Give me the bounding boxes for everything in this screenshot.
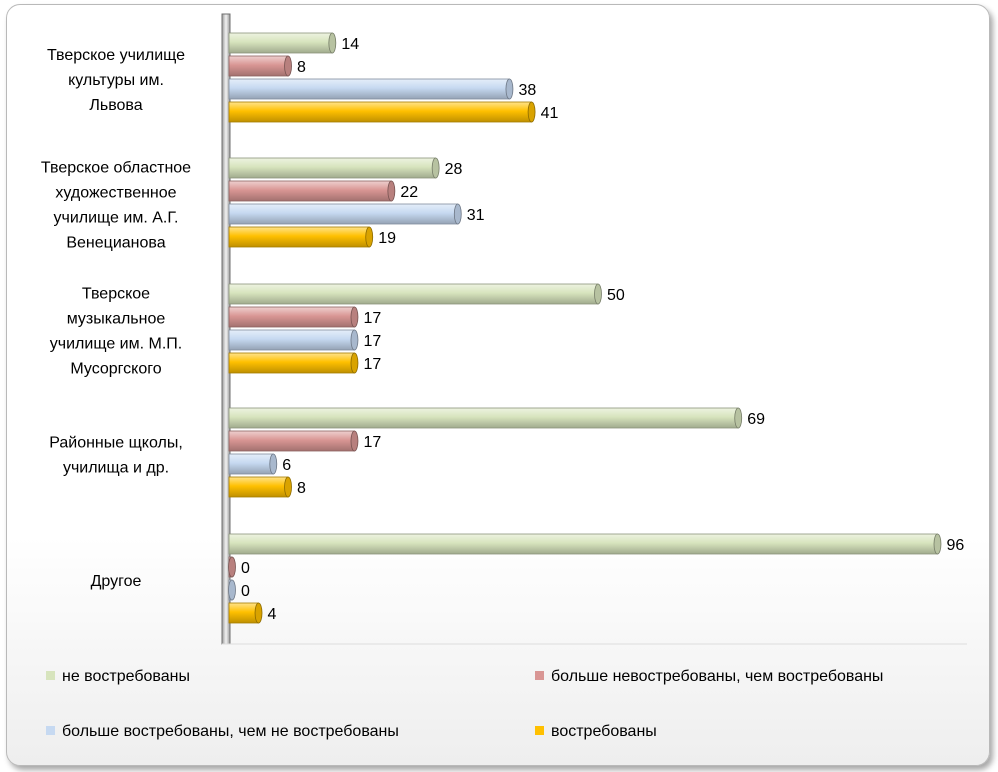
bar-cap-2-series-2 bbox=[387, 180, 396, 202]
data-label: 17 bbox=[363, 310, 381, 327]
bar-2-series-1 bbox=[228, 157, 437, 179]
bar-cap-3-series-3 bbox=[350, 329, 359, 351]
legend-label: больше невостребованы, чем востребованы bbox=[551, 668, 883, 685]
data-label: 8 bbox=[297, 480, 306, 497]
bar-3-series-2 bbox=[228, 306, 355, 328]
legend-item: больше невостребованы, чем востребованы bbox=[535, 668, 883, 685]
data-label: 8 bbox=[297, 59, 306, 76]
category-label: Тверское училище культуры им. Львова bbox=[47, 47, 185, 114]
data-label: 28 bbox=[445, 161, 463, 178]
category-label: Районные щколы, училища и др. bbox=[49, 435, 183, 477]
data-label: 19 bbox=[378, 230, 396, 247]
category-label: Другое bbox=[91, 573, 142, 590]
bar-cap-5-series-1 bbox=[933, 533, 942, 555]
bar-cap-5-series-4 bbox=[254, 602, 263, 624]
legend-label: больше востребованы, чем не востребованы bbox=[62, 723, 399, 740]
legend-label: востребованы bbox=[551, 723, 657, 740]
bar-3-series-4 bbox=[228, 352, 355, 374]
data-label: 0 bbox=[241, 583, 250, 600]
data-label: 50 bbox=[607, 287, 625, 304]
data-label: 38 bbox=[518, 82, 536, 99]
bar-cap-5-series-3 bbox=[228, 579, 236, 601]
legend-label: не востребованы bbox=[62, 668, 190, 685]
data-label: 4 bbox=[268, 606, 277, 623]
bar-3-series-3 bbox=[228, 329, 355, 351]
legend-swatch bbox=[535, 671, 544, 680]
bar-cap-3-series-2 bbox=[350, 306, 359, 328]
data-label: 17 bbox=[363, 434, 381, 451]
data-label: 22 bbox=[400, 184, 418, 201]
legend-item: больше востребованы, чем не востребованы bbox=[46, 723, 399, 740]
data-label: 17 bbox=[363, 333, 381, 350]
bar-1-series-3 bbox=[228, 78, 510, 100]
data-label: 69 bbox=[747, 411, 765, 428]
data-label: 17 bbox=[363, 356, 381, 373]
bar-cap-4-series-1 bbox=[734, 407, 743, 429]
bar-cap-4-series-2 bbox=[350, 430, 359, 452]
bar-cap-2-series-4 bbox=[365, 226, 374, 248]
legend-item: не востребованы bbox=[46, 668, 190, 685]
bar-1-series-2 bbox=[228, 55, 289, 77]
legend-swatch bbox=[535, 726, 544, 735]
data-label: 0 bbox=[241, 560, 250, 577]
category-label: Тверское музыкальное училище им. М.П. Мусор… bbox=[50, 286, 182, 378]
bar-cap-1-series-1 bbox=[328, 32, 337, 54]
bar-cap-2-series-3 bbox=[453, 203, 462, 225]
bar-cap-4-series-3 bbox=[269, 453, 278, 475]
bar-5-series-1 bbox=[228, 533, 938, 555]
data-label: 96 bbox=[946, 537, 964, 554]
bar-cap-1-series-2 bbox=[284, 55, 292, 77]
data-label: 14 bbox=[341, 36, 359, 53]
bar-cap-5-series-2 bbox=[228, 556, 236, 578]
bar-cap-2-series-1 bbox=[431, 157, 440, 179]
bar-2-series-2 bbox=[228, 180, 392, 202]
category-label: Тверское областное художественное училище … bbox=[41, 160, 191, 252]
data-label: 31 bbox=[467, 207, 485, 224]
bar-cap-3-series-4 bbox=[350, 352, 359, 374]
bar-4-series-1 bbox=[228, 407, 739, 429]
legend-swatch bbox=[46, 671, 55, 680]
bar-2-series-3 bbox=[228, 203, 459, 225]
bar-cap-1-series-3 bbox=[505, 78, 514, 100]
chart-frame bbox=[6, 4, 990, 766]
bar-5-series-4 bbox=[228, 602, 259, 624]
bar-1-series-1 bbox=[228, 32, 333, 54]
bar-3-series-1 bbox=[228, 283, 599, 305]
bar-cap-4-series-4 bbox=[284, 476, 292, 498]
bar-4-series-2 bbox=[228, 430, 355, 452]
legend-item: востребованы bbox=[535, 723, 657, 740]
bar-4-series-4 bbox=[228, 476, 289, 498]
bar-1-series-4 bbox=[228, 101, 532, 123]
bar-4-series-3 bbox=[228, 453, 274, 475]
data-label: 6 bbox=[282, 457, 291, 474]
bar-2-series-4 bbox=[228, 226, 370, 248]
data-label: 41 bbox=[541, 105, 559, 122]
legend-swatch bbox=[46, 726, 55, 735]
bar-cap-1-series-4 bbox=[527, 101, 536, 123]
bar-cap-3-series-1 bbox=[594, 283, 602, 305]
